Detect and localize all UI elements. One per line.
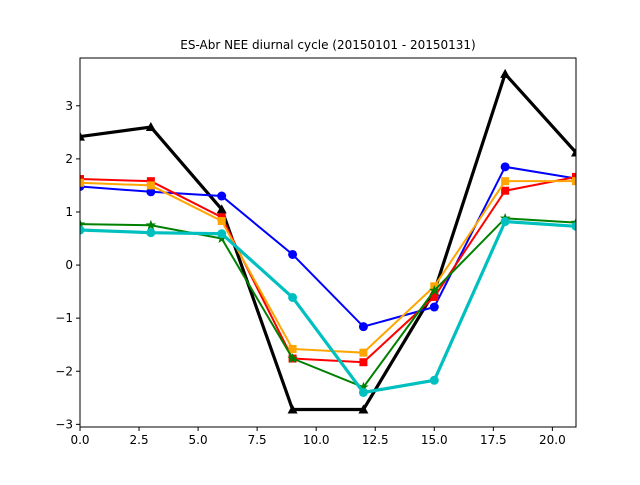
series-line-1	[80, 165, 576, 328]
data-point	[80, 131, 85, 141]
data-point	[500, 217, 510, 227]
x-tick-label: 15.0	[421, 433, 448, 447]
x-tick-label: 12.5	[362, 433, 389, 447]
y-tick-label: 1	[65, 205, 73, 219]
x-tick-label: 20.0	[539, 433, 566, 447]
data-point	[500, 162, 510, 172]
y-axis: −3 −2 −1 0 1 2 3	[55, 99, 80, 431]
x-tick-label: 7.5	[248, 433, 267, 447]
data-point	[430, 292, 439, 301]
series-0	[80, 68, 576, 414]
y-tick-label: −3	[55, 417, 73, 431]
series-line-4	[80, 217, 576, 389]
data-point	[359, 358, 368, 367]
series-3	[80, 177, 576, 357]
x-axis: 0.0 2.5 5.0 7.5 10.0 12.5 15.0 17.5 20.0	[70, 427, 566, 447]
data-point	[287, 353, 298, 363]
data-point	[501, 186, 510, 195]
x-tick-label: 2.5	[130, 433, 149, 447]
data-point	[358, 404, 369, 414]
data-point	[217, 216, 226, 225]
chart-title: ES-Abr NEE diurnal cycle (20150101 - 201…	[180, 38, 476, 52]
axes-frame	[79, 57, 577, 428]
data-point	[145, 219, 157, 230]
data-point	[217, 191, 227, 201]
data-point	[80, 178, 84, 187]
data-point	[146, 187, 156, 197]
series-line-2	[80, 175, 576, 364]
data-point	[288, 344, 297, 353]
data-point	[501, 177, 510, 186]
data-point	[429, 302, 439, 312]
x-tick-label: 5.0	[189, 433, 208, 447]
series-line-3	[80, 180, 576, 354]
data-point	[571, 221, 576, 231]
data-point	[571, 147, 576, 157]
y-tick-label: 3	[65, 99, 73, 113]
y-tick-label: 2	[65, 152, 73, 166]
y-tick-label: −2	[55, 364, 73, 378]
data-point	[146, 177, 155, 186]
x-tick-label: 0.0	[70, 433, 89, 447]
data-point	[287, 404, 298, 414]
data-point	[358, 387, 368, 397]
data-point	[500, 68, 511, 78]
series-layer	[80, 68, 576, 414]
series-line-5	[80, 219, 576, 395]
data-point	[146, 228, 156, 238]
data-point	[145, 122, 156, 132]
data-point	[429, 375, 439, 385]
series-line-0	[80, 70, 576, 412]
x-tick-label: 10.0	[303, 433, 330, 447]
series-5	[80, 217, 576, 397]
data-point	[216, 204, 227, 214]
data-point	[572, 177, 576, 186]
data-point	[359, 348, 368, 357]
data-point	[217, 229, 227, 239]
series-4	[80, 212, 576, 392]
data-point	[288, 292, 298, 302]
y-tick-label: 0	[65, 258, 73, 272]
x-tick-label: 17.5	[480, 433, 507, 447]
data-point	[358, 322, 368, 332]
data-point	[80, 225, 85, 235]
series-1	[80, 162, 576, 332]
data-point	[288, 249, 298, 259]
series-2	[80, 172, 576, 367]
data-point	[572, 172, 576, 181]
data-point	[429, 285, 440, 295]
y-tick-label: −1	[55, 311, 73, 325]
data-point	[358, 381, 369, 392]
data-point	[146, 181, 155, 190]
